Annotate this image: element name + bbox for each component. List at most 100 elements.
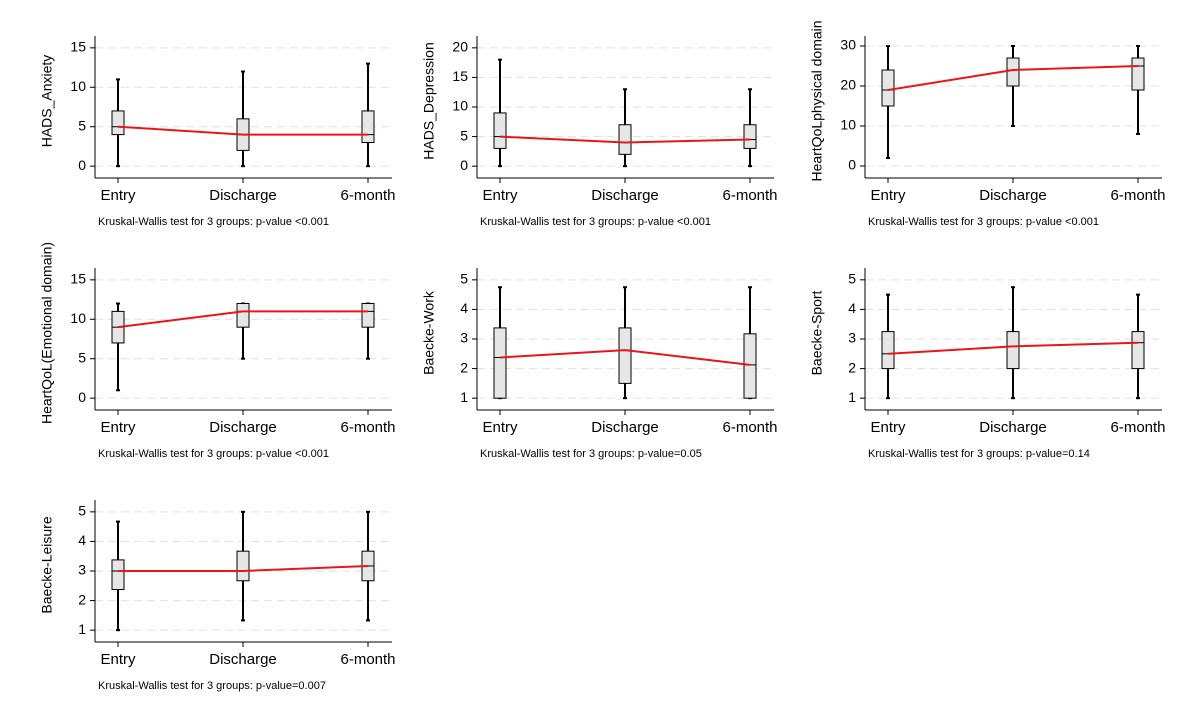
- box: [493, 112, 507, 149]
- y-tick-label: 20: [840, 77, 856, 93]
- y-tick-label: 10: [70, 310, 86, 326]
- panel: 1 2 3 4 5 Baecke-Leisure Entry Discharge 6-month…: [39, 500, 396, 692]
- test-note: Kruskal-Wallis test for 3 groups: p-valu…: [480, 448, 702, 460]
- y-tick-label: 0: [78, 389, 86, 405]
- box: [111, 110, 125, 136]
- box: [236, 303, 250, 328]
- y-tick-label: 4: [460, 300, 468, 316]
- y-tick-label: 1: [78, 621, 86, 637]
- y-tick-label: 5: [78, 503, 86, 519]
- y-tick-label: 10: [70, 78, 86, 94]
- test-note: Kruskal-Wallis test for 3 groups: p-valu…: [98, 216, 329, 228]
- y-tick-label: 0: [78, 157, 86, 173]
- median-line: [117, 310, 368, 329]
- y-tick-label: 4: [848, 300, 856, 316]
- y-tick-label: 20: [452, 39, 468, 55]
- y-axis-label: HADS_Anxiety: [39, 55, 55, 148]
- x-tick-label: Discharge: [591, 419, 659, 436]
- box: [493, 327, 507, 399]
- y-tick-label: 1: [460, 389, 468, 405]
- test-note: Kruskal-Wallis test for 3 groups: p-valu…: [98, 448, 329, 460]
- y-axis-label: HeartQoL(Emotional domain): [39, 242, 55, 424]
- y-axis-label: Baecke-Leisure: [39, 516, 55, 613]
- test-note: Kruskal-Wallis test for 3 groups: p-valu…: [480, 216, 711, 228]
- y-tick-label: 5: [460, 271, 468, 287]
- median-line: [887, 65, 1139, 91]
- box: [1131, 331, 1145, 370]
- y-axis-label: HADS_Depression: [421, 42, 437, 160]
- y-tick-label: 3: [460, 330, 468, 346]
- median-line: [887, 341, 1139, 355]
- median-line: [499, 135, 751, 144]
- panel: 1 2 3 4 5 Baecke-Work Entry Discharge 6-month Kru…: [421, 268, 778, 460]
- x-tick-label: 6-month: [722, 419, 777, 436]
- median-line: [117, 125, 368, 136]
- test-note: Kruskal-Wallis test for 3 groups: p-valu…: [98, 680, 326, 692]
- y-tick-label: 5: [460, 127, 468, 143]
- y-tick-label: 15: [452, 68, 468, 84]
- x-tick-label: 6-month: [340, 187, 395, 204]
- x-tick-label: Discharge: [979, 419, 1047, 436]
- box: [236, 550, 250, 582]
- y-tick-label: 2: [460, 359, 468, 375]
- y-axis-label: Baecke-Sport: [809, 290, 825, 375]
- box: [361, 303, 375, 328]
- y-tick-label: 5: [78, 349, 86, 365]
- x-tick-label: Discharge: [209, 187, 277, 204]
- y-axis-label: HeartQoLphysical domain: [809, 20, 825, 181]
- x-tick-label: Entry: [482, 419, 518, 436]
- x-tick-label: Entry: [100, 187, 136, 204]
- box: [618, 124, 632, 155]
- y-tick-label: 15: [70, 39, 86, 55]
- box: [1006, 331, 1020, 370]
- y-tick-label: 5: [78, 117, 86, 133]
- y-tick-label: 5: [848, 271, 856, 287]
- y-tick-label: 3: [78, 562, 86, 578]
- y-tick-label: 1: [848, 389, 856, 405]
- box: [1006, 57, 1020, 87]
- x-tick-label: Discharge: [209, 651, 277, 668]
- box: [743, 124, 757, 149]
- panel: 0 5 10 15 HeartQoL(Emotional domain) Entry Dis…: [39, 242, 396, 460]
- panel: 1 2 3 4 5 Baecke-Sport Entry Discharge 6-month Kr…: [809, 268, 1166, 460]
- box: [1131, 57, 1145, 91]
- x-tick-label: 6-month: [722, 187, 777, 204]
- x-tick-label: Discharge: [979, 187, 1047, 204]
- y-tick-label: 10: [452, 98, 468, 114]
- panel: 0 10 20 30 HeartQoLphysical domain Entry Disch…: [809, 20, 1166, 227]
- y-axis-label: Baecke-Work: [421, 290, 437, 375]
- x-tick-label: 6-month: [340, 419, 395, 436]
- y-tick-label: 2: [78, 591, 86, 607]
- y-tick-label: 2: [848, 359, 856, 375]
- x-tick-label: 6-month: [1110, 187, 1165, 204]
- x-tick-label: Entry: [482, 187, 518, 204]
- box: [743, 333, 757, 399]
- x-tick-label: Discharge: [591, 187, 659, 204]
- x-tick-label: Entry: [100, 651, 136, 668]
- box: [881, 331, 895, 370]
- test-note: Kruskal-Wallis test for 3 groups: p-valu…: [868, 216, 1099, 228]
- box: [881, 69, 895, 107]
- x-tick-label: Entry: [100, 419, 136, 436]
- y-tick-label: 3: [848, 330, 856, 346]
- median-line: [118, 564, 369, 572]
- box: [618, 327, 632, 384]
- median-line: [499, 349, 751, 366]
- box: [111, 559, 125, 590]
- x-tick-label: Entry: [870, 187, 906, 204]
- x-tick-label: 6-month: [340, 651, 395, 668]
- y-tick-label: 0: [460, 157, 468, 173]
- x-tick-label: Entry: [870, 419, 906, 436]
- y-tick-label: 30: [840, 37, 856, 53]
- y-tick-label: 4: [78, 532, 86, 548]
- test-note: Kruskal-Wallis test for 3 groups: p-valu…: [868, 448, 1090, 460]
- x-tick-label: Discharge: [209, 419, 277, 436]
- y-tick-label: 0: [848, 157, 856, 173]
- x-tick-label: 6-month: [1110, 419, 1165, 436]
- panel: 0 5 10 15 HADS_Anxiety Entry Discharge 6-month K…: [39, 36, 396, 228]
- y-tick-label: 15: [70, 271, 86, 287]
- box: [361, 110, 375, 143]
- y-tick-label: 10: [840, 117, 856, 133]
- panel: 0 5 10 15 20 HADS_Depression Entry Discharge 6-m…: [421, 36, 778, 228]
